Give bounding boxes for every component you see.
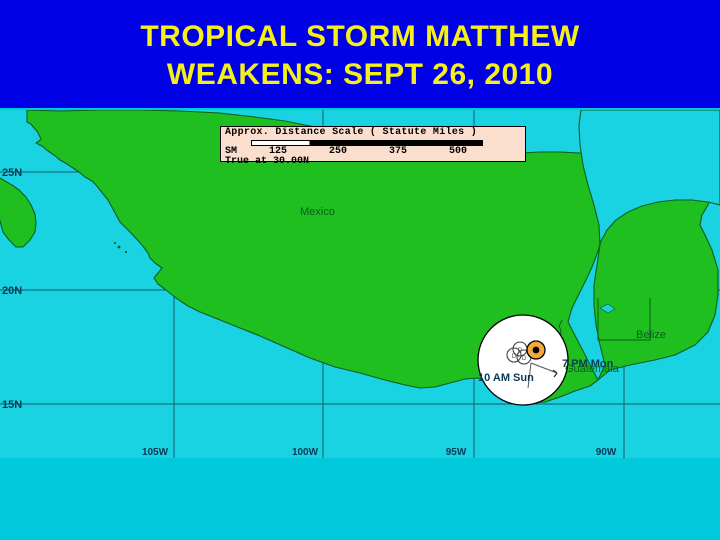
- svg-text:D: D: [518, 348, 523, 354]
- svg-text:105W: 105W: [142, 447, 169, 458]
- svg-text:100W: 100W: [292, 447, 319, 458]
- svg-text:25N: 25N: [2, 167, 22, 179]
- svg-text:Guatemala: Guatemala: [565, 363, 620, 375]
- svg-text:10 AM Sun: 10 AM Sun: [478, 372, 534, 384]
- svg-text:95W: 95W: [446, 447, 467, 458]
- svg-text:20N: 20N: [2, 285, 22, 297]
- svg-text:Belize: Belize: [636, 329, 666, 341]
- svg-text:Mexico: Mexico: [300, 206, 335, 218]
- svg-text:15N: 15N: [2, 399, 22, 411]
- svg-text:D: D: [512, 354, 517, 360]
- svg-text:90W: 90W: [596, 447, 617, 458]
- svg-text:D: D: [522, 356, 527, 362]
